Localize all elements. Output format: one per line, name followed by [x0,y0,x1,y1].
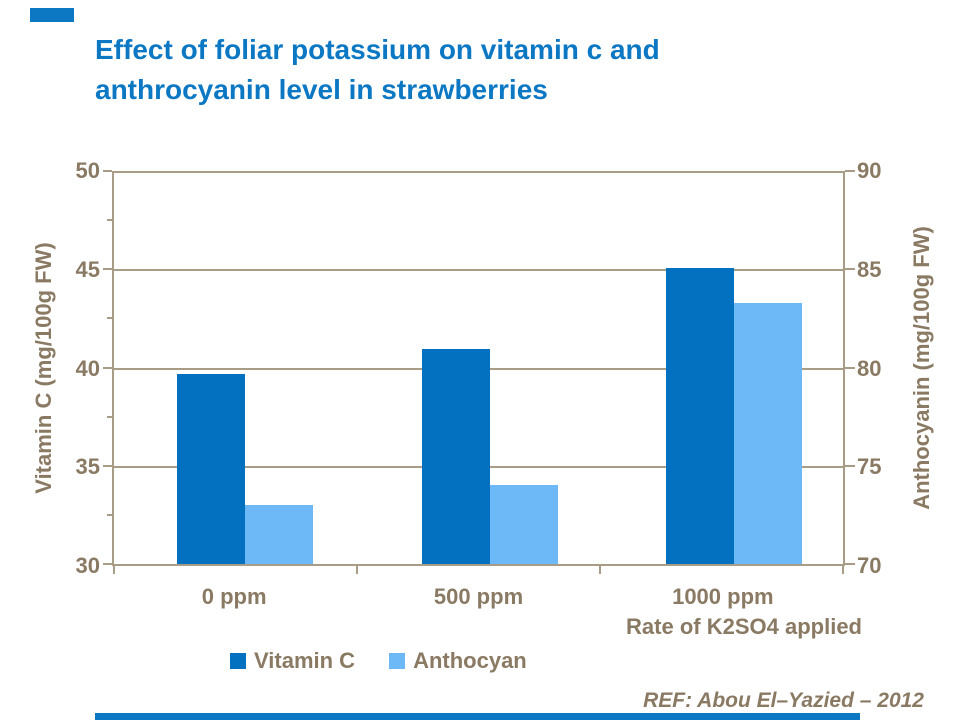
left-tick-label: 45 [75,256,100,282]
x-axis-tick [355,566,358,574]
legend-label-anthocyan: Anthocyan [413,648,527,673]
left-axis-tick [103,366,112,369]
bottom-accent-bar [95,713,860,720]
legend: Vitamin C Anthocyan [230,648,527,674]
left-axis-tick [103,268,112,271]
chart-title: Effect of foliar potassium on vitamin c … [95,30,660,110]
x-axis-labels: 0 ppm 500 ppm 1000 ppm [112,584,845,610]
left-tick-label: 40 [75,355,100,381]
x-label-0ppm: 0 ppm [201,584,267,609]
x-label-500ppm: 500 ppm [433,584,524,609]
x-axis-tick [113,566,115,574]
left-axis-tick [103,563,112,565]
right-tick-label: 85 [857,256,882,282]
bar-vitamin-c-500-ppm [421,348,490,564]
top-left-accent-bar [30,8,74,22]
left-axis-tick [103,170,112,172]
bar-anthocyan-0-ppm [245,504,314,564]
bar-vitamin-c-1000-ppm [665,267,734,564]
left-tick-label: 50 [75,158,100,183]
right-axis-tick [845,464,855,467]
right-tick-label: 80 [857,355,882,381]
bar-anthocyan-1000-ppm [733,303,802,564]
chart-title-line1: Effect of foliar potassium on vitamin c … [95,34,660,65]
x-axis-title: Rate of K2SO4 applied [626,614,862,639]
right-tick-label: 90 [857,158,882,183]
left-tick-label: 35 [75,454,100,480]
left-axis-minor-tick [107,513,112,516]
right-axis-tick [845,366,855,369]
left-axis-tick [103,464,112,467]
legend-item-vitamin-c: Vitamin C [230,648,355,674]
reference-citation: REF: Abou El–Yazied – 2012 [643,689,924,712]
left-axis-minor-tick [107,415,112,418]
legend-label-vitamin-c: Vitamin C [254,648,356,673]
left-axis-tick-labels: 50 45 40 35 30 [56,158,100,578]
bar-vitamin-c-0-ppm [177,374,246,564]
left-tick-label: 30 [75,553,100,578]
right-axis-tick [845,268,855,271]
bar-anthocyan-500-ppm [489,485,558,564]
right-axis-tick-labels: 90 85 80 75 70 [857,158,907,578]
gridline-45-85 [114,269,843,272]
x-axis-tick [599,566,601,574]
legend-item-anthocyan: Anthocyan [389,648,527,674]
gridline-50-90 [114,171,843,173]
right-axis-tick [845,563,855,565]
right-tick-label: 70 [857,553,882,578]
chart-title-line2: anthrocyanin level in strawberries [95,74,548,105]
right-axis-tick [845,170,855,172]
right-tick-label: 75 [857,454,882,480]
left-axis-minor-tick [107,317,112,320]
left-axis-title: Vitamin C (mg/100g FW) [31,242,56,494]
left-axis-minor-tick [107,219,112,222]
right-axis-title: Anthocyanin (mg/100g FW) [909,226,934,510]
plot-area [103,170,855,574]
x-axis-tick [842,566,844,574]
vitamin-c-swatch-icon [230,653,246,669]
anthocyan-swatch-icon [389,653,406,669]
x-label-1000ppm: 1000 ppm [672,584,774,609]
